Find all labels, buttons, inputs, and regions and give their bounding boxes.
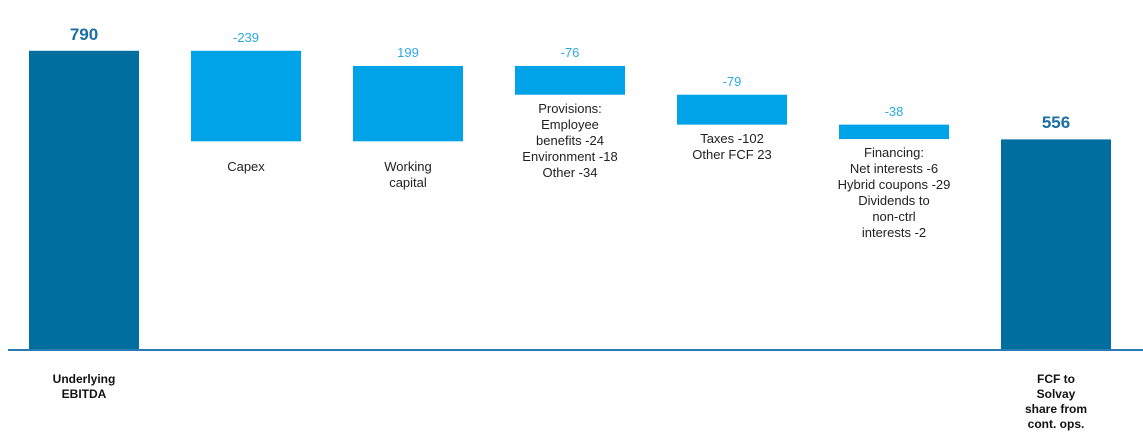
category-label: Financing: Net interests -6 Hybrid coupo…: [837, 145, 951, 241]
category-label: Provisions: Employee benefits -24 Enviro…: [522, 100, 618, 180]
bar: [515, 65, 625, 95]
value-label: 790: [69, 24, 99, 44]
bar: [353, 65, 463, 142]
value-label: -76: [560, 44, 580, 60]
bar: [839, 124, 949, 140]
bar: [1001, 139, 1111, 350]
bar: [191, 50, 301, 142]
category-label: Taxes -102 Other FCF 23: [692, 130, 772, 162]
bar: [29, 50, 139, 350]
value-label: -239: [232, 29, 260, 45]
category-label: Underlying EBITDA: [52, 372, 116, 401]
bar: [677, 94, 787, 125]
value-label: -79: [722, 73, 742, 89]
value-label: -38: [884, 103, 904, 119]
value-label: 199: [397, 44, 419, 60]
category-label: FCF to Solvay share from cont. ops.: [1024, 372, 1088, 431]
category-label: Working capital: [384, 159, 432, 191]
value-label: 556: [1041, 113, 1071, 133]
category-label: Capex: [227, 159, 265, 175]
